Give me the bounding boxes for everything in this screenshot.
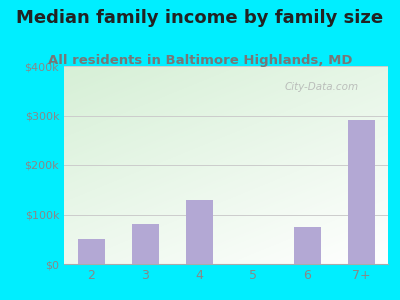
Text: City-Data.com: City-Data.com <box>284 82 358 92</box>
Bar <box>348 120 374 264</box>
Bar <box>294 227 320 264</box>
Bar <box>78 239 104 264</box>
Text: All residents in Baltimore Highlands, MD: All residents in Baltimore Highlands, MD <box>48 54 352 67</box>
Bar <box>186 200 212 264</box>
Text: Median family income by family size: Median family income by family size <box>16 9 384 27</box>
Bar <box>132 224 158 264</box>
